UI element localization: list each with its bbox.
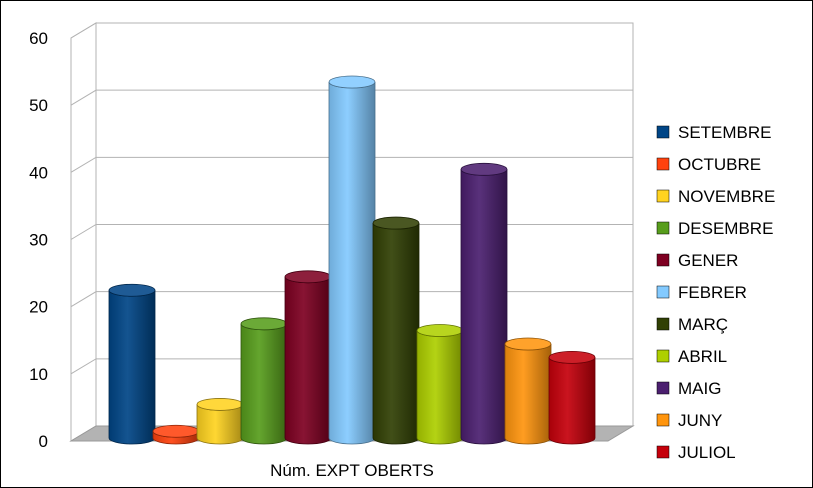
bar-top <box>240 317 288 331</box>
legend-item-març: MARÇ <box>656 315 728 334</box>
bar-top <box>284 270 332 284</box>
legend-item-abril: ABRIL <box>656 347 727 366</box>
y-tick-label: 10 <box>29 365 48 384</box>
legend-swatch <box>656 125 670 139</box>
bar-top <box>504 337 552 351</box>
y-tick-label: 60 <box>29 29 48 48</box>
bar-desembre <box>240 317 288 445</box>
legend-label: ABRIL <box>678 347 727 366</box>
bar-març <box>372 216 420 445</box>
legend-label: OCTUBRE <box>678 155 761 174</box>
legend-label: FEBRER <box>678 283 747 302</box>
gridline <box>70 224 633 240</box>
bar-novembre <box>196 398 244 445</box>
y-tick-label: 0 <box>39 432 48 451</box>
x-category-label: Núm. EXPT OBERTS <box>270 461 434 480</box>
gridline <box>70 156 633 173</box>
bar-juny <box>504 337 552 445</box>
bar-body <box>240 323 288 445</box>
legend-item-juliol: JULIOL <box>656 443 736 462</box>
legend-item-gener: GENER <box>656 251 738 270</box>
legend-label: DESEMBRE <box>678 219 773 238</box>
bar-octubre <box>152 424 200 445</box>
gridlines <box>70 22 633 375</box>
legend-label: GENER <box>678 251 738 270</box>
legend-label: MARÇ <box>678 315 728 334</box>
legend-item-juny: JUNY <box>656 411 722 430</box>
y-tick-label: 30 <box>29 231 48 250</box>
bar-body <box>372 222 420 445</box>
bar-top <box>548 350 596 364</box>
legend-swatch <box>656 381 670 395</box>
legend-item-desembre: DESEMBRE <box>656 219 773 238</box>
bar-top <box>372 216 420 230</box>
legend-label: SETEMBRE <box>678 123 772 142</box>
legend-swatch <box>656 221 670 235</box>
bar-top <box>460 162 508 176</box>
legend-item-novembre: NOVEMBRE <box>656 187 775 206</box>
bar-body <box>108 290 156 445</box>
bar-body <box>460 169 508 445</box>
bar-abril <box>416 324 464 445</box>
legend-swatch <box>656 253 670 267</box>
bar-body <box>504 343 552 445</box>
bar-setembre <box>108 283 156 445</box>
legend-swatch <box>656 189 670 203</box>
bar-body <box>416 330 464 445</box>
gridline <box>70 22 633 39</box>
bar-top <box>328 75 376 89</box>
legend-label: JULIOL <box>678 443 736 462</box>
legend-swatch <box>656 285 670 299</box>
y-axis-ticks: 0 10 20 30 40 50 60 <box>29 29 48 451</box>
legend-item-maig: MAIG <box>656 379 721 398</box>
bars <box>108 75 596 445</box>
y-tick-label: 50 <box>29 96 48 115</box>
legend-label: JUNY <box>678 411 722 430</box>
legend-swatch <box>656 445 670 459</box>
bar-top <box>196 398 244 411</box>
legend-item-febrer: FEBRER <box>656 283 747 302</box>
legend-swatch <box>656 317 670 331</box>
bar-body <box>284 276 332 445</box>
bar-top <box>108 283 156 297</box>
bar-maig <box>460 162 508 445</box>
gridline <box>70 89 633 106</box>
legend-swatch <box>656 157 670 171</box>
bar-top <box>416 324 464 337</box>
legend-swatch <box>656 413 670 427</box>
legend-swatch <box>656 349 670 363</box>
bar-febrer <box>328 75 376 445</box>
bar-top <box>152 424 200 438</box>
x-axis-labels: Núm. EXPT OBERTS <box>270 461 434 480</box>
legend-item-setembre: SETEMBRE <box>656 123 772 142</box>
y-tick-label: 20 <box>29 298 48 317</box>
gridline <box>70 291 633 308</box>
legend-item-octubre: OCTUBRE <box>656 155 761 174</box>
bar-body <box>548 357 596 445</box>
bar-gener <box>284 270 332 445</box>
bar-juliol <box>548 350 596 445</box>
bar-body <box>328 81 376 445</box>
y-tick-label: 40 <box>29 163 48 182</box>
legend: SETEMBRE OCTUBRE NOVEMBRE DESEMBRE GENER FEBR… <box>656 123 775 462</box>
legend-label: NOVEMBRE <box>678 187 775 206</box>
legend-label: MAIG <box>678 379 721 398</box>
